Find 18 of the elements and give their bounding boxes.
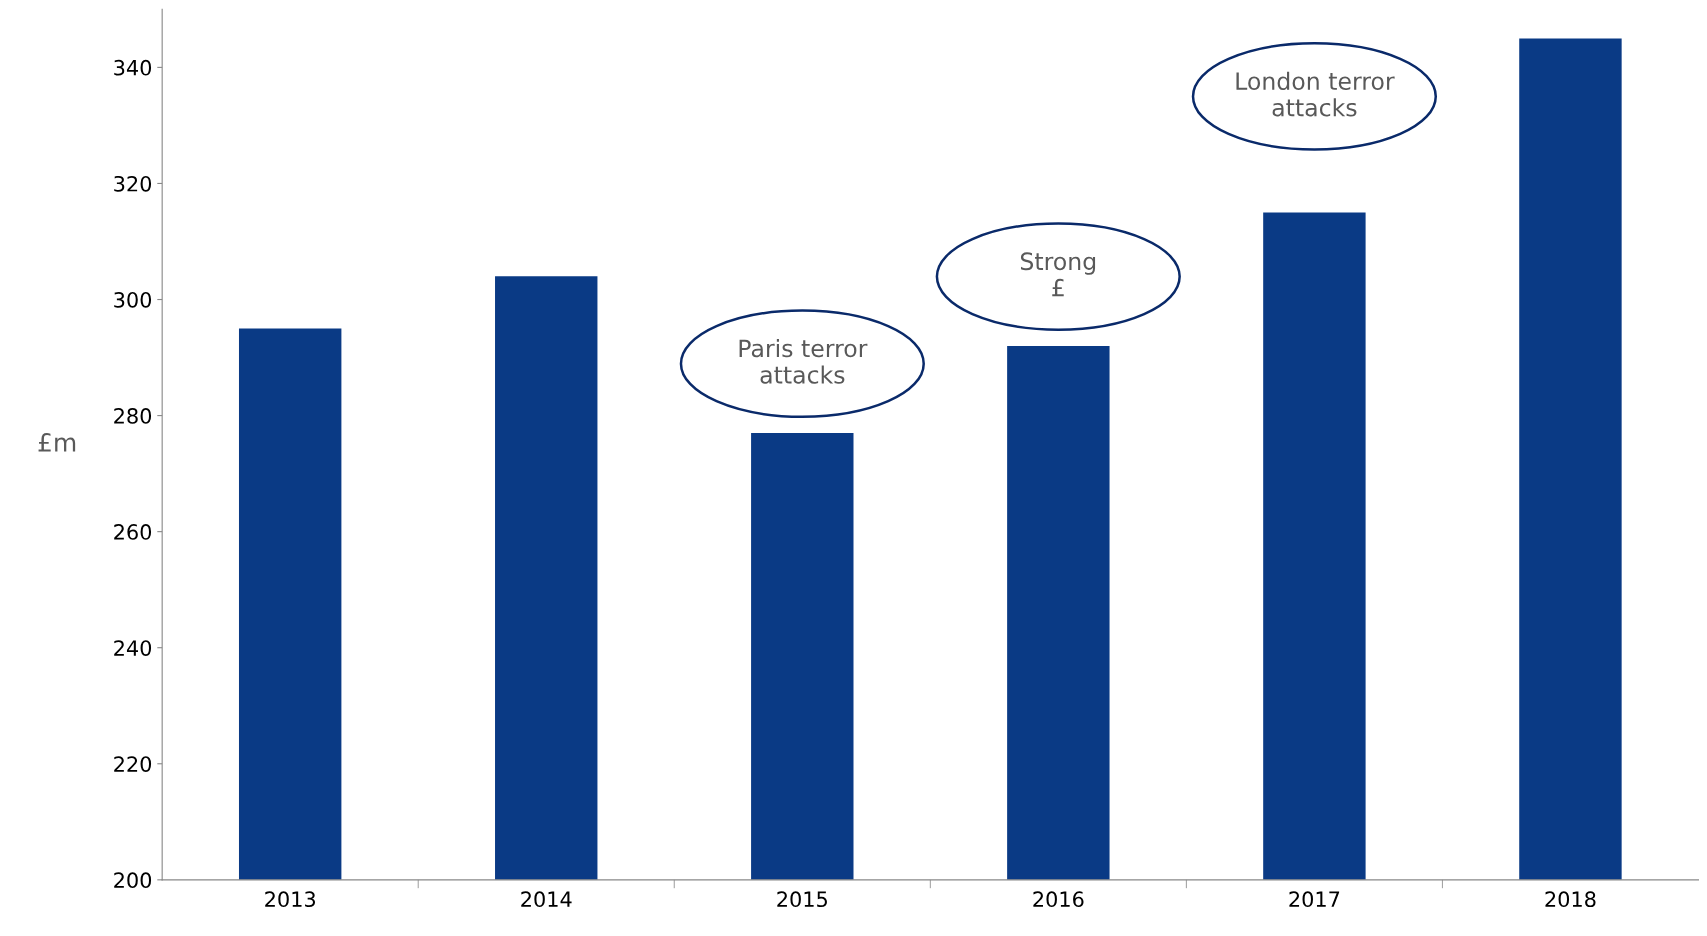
annotation: Paris terror attacks xyxy=(739,339,868,384)
x-tick-label: 2018 xyxy=(1545,891,1596,908)
y-axis-title: £m xyxy=(38,432,76,452)
x-tick-label: 2014 xyxy=(521,891,572,908)
y-tick-label: 200 xyxy=(114,872,152,889)
y-tick-label: 320 xyxy=(114,175,152,192)
x-tick-label: 2015 xyxy=(777,891,827,908)
x-tick-label: 2016 xyxy=(1033,891,1084,908)
annotation: Strong £ xyxy=(1020,252,1096,297)
y-tick-label: 340 xyxy=(114,59,152,76)
y-tick-label: 220 xyxy=(114,756,152,772)
y-tick-label: 260 xyxy=(114,524,152,540)
x-tick-label: 2013 xyxy=(265,891,316,908)
x-tick-label: 2017 xyxy=(1289,891,1340,908)
annotation: London terror attacks xyxy=(1236,71,1395,117)
y-tick-label: 280 xyxy=(114,408,152,424)
y-tick-label: 240 xyxy=(114,640,152,656)
y-tick-label: 300 xyxy=(114,291,152,308)
